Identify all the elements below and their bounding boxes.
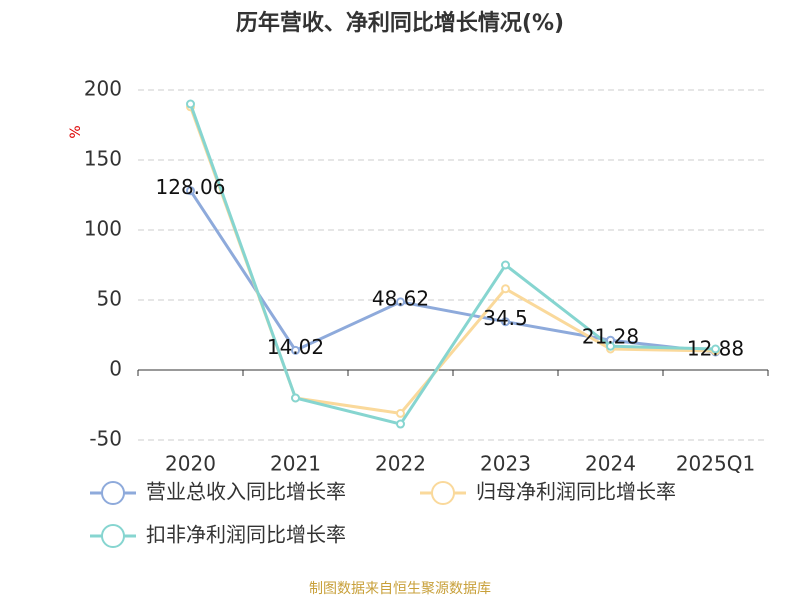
data-point: [396, 297, 405, 307]
data-label: 48.62: [372, 286, 429, 310]
legend-label: 扣非净利润同比增长率: [146, 523, 346, 547]
data-point: [186, 186, 195, 196]
data-point: [291, 393, 300, 403]
x-tick-label: 2022: [375, 452, 426, 476]
data-point: [501, 317, 510, 327]
y-tick-label: 100: [84, 217, 122, 241]
data-point: [396, 408, 405, 418]
y-tick-label: 150: [84, 147, 122, 171]
series-line: [189, 189, 716, 354]
data-point: [291, 345, 300, 355]
data-point: [501, 284, 510, 294]
data-point: [606, 341, 615, 351]
y-axis-label: %: [68, 125, 84, 138]
y-tick-label: -50: [89, 427, 122, 451]
series-line: [189, 103, 716, 426]
legend-label: 归母净利润同比增长率: [476, 480, 676, 504]
x-tick-label: 2024: [585, 452, 636, 476]
x-tick-label: 2020: [165, 452, 216, 476]
x-tick-label: 2025Q1: [676, 452, 755, 476]
legend-symbol: [101, 481, 125, 505]
chart-title: 历年营收、净利同比增长情况(%): [236, 10, 564, 36]
y-tick-label: 50: [97, 287, 122, 311]
x-tick-label: 2021: [270, 452, 321, 476]
source-note: 制图数据来自恒生聚源数据库: [309, 581, 491, 597]
legend-symbol: [101, 524, 125, 548]
data-label: 34.5: [483, 306, 528, 330]
y-tick-label: 0: [109, 357, 122, 381]
data-point: [711, 344, 720, 354]
data-point: [396, 419, 405, 429]
legend-symbol: [431, 481, 455, 505]
data-label: 128.06: [156, 175, 226, 199]
data-label: 21.28: [582, 325, 639, 349]
legend-label: 营业总收入同比增长率: [146, 480, 346, 504]
y-tick-label: 200: [84, 77, 122, 101]
data-label: 14.02: [267, 335, 324, 359]
data-point: [501, 260, 510, 270]
data-point: [186, 99, 195, 109]
data-label: 12.88: [687, 336, 744, 360]
x-tick-label: 2023: [480, 452, 531, 476]
series-line: [189, 106, 716, 416]
